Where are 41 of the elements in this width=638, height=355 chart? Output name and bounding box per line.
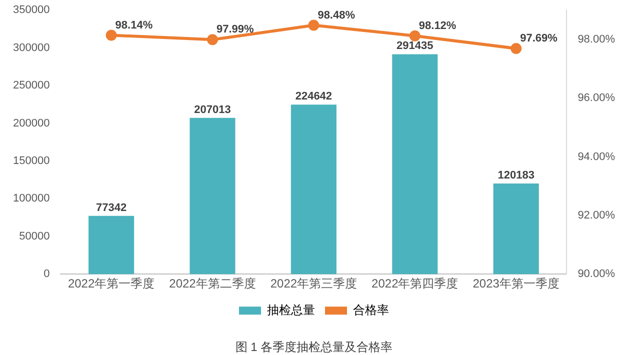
data-label: 120183 <box>498 170 534 182</box>
y2-tick-label: 96.00% <box>578 92 616 104</box>
point <box>106 30 117 41</box>
data-label: 98.12% <box>418 20 456 32</box>
data-label: 97.99% <box>216 24 254 36</box>
y-tick-label: 350000 <box>12 4 50 16</box>
data-label: 98.14% <box>115 19 153 32</box>
legend-label: 抽检总量 <box>267 302 315 317</box>
point <box>207 34 218 46</box>
point <box>409 30 420 42</box>
y2-tick-label: 94.00% <box>578 150 616 163</box>
legend-label: 合格率 <box>353 302 389 317</box>
y-tick-label: 250000 <box>12 80 50 92</box>
x-tick-label: 2022年第一季度 <box>68 276 155 291</box>
y-tick-label: 100000 <box>12 192 50 205</box>
bar <box>493 183 539 274</box>
data-label: 97.69% <box>520 32 558 44</box>
y-tick-label: 150000 <box>12 155 50 168</box>
y2-tick-label: 92.00% <box>578 210 616 222</box>
point <box>510 42 522 54</box>
y-tick-label: 0 <box>44 268 50 280</box>
y-tick-label: 50000 <box>19 230 50 242</box>
x-tick-label: 2022年第四季度 <box>372 276 458 291</box>
y2-tick-label: 90.00% <box>578 268 616 280</box>
x-tick-label: 2022年第三季度 <box>270 276 358 291</box>
x-tick-label: 2022年第二季度 <box>169 276 256 291</box>
text: 图 1 各季度抽检总量及合格率 <box>235 340 393 354</box>
data-label: 207013 <box>194 104 231 116</box>
data-label: 77342 <box>96 202 127 214</box>
y2-tick-label: 98.00% <box>578 33 616 46</box>
point <box>308 20 320 31</box>
y-tick-label: 200000 <box>12 117 50 130</box>
bar <box>190 118 236 274</box>
y-tick-label: 300000 <box>12 42 50 54</box>
data-label: 224642 <box>295 90 332 103</box>
bar <box>392 54 438 274</box>
x-tick-label: 2023年第一季度 <box>472 276 560 291</box>
data-label: 291435 <box>396 40 434 52</box>
data-label: 98.48% <box>318 9 356 22</box>
bar <box>88 216 134 274</box>
bar <box>290 104 336 274</box>
